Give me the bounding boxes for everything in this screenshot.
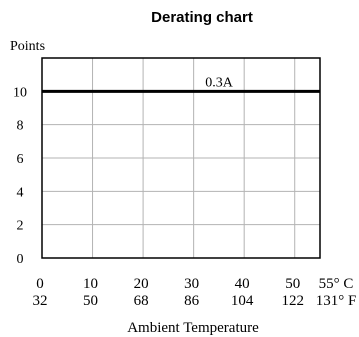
x-tick-label-fahrenheit: 131° F (316, 293, 357, 309)
y-tick-label: 10 (13, 85, 27, 100)
x-tick-label-fahrenheit: 86 (184, 293, 200, 309)
plot-frame (41, 57, 321, 259)
x-tick-label-celsius: 10 (83, 276, 98, 292)
series-label-0-3a: 0.3A (205, 75, 234, 90)
x-tick-label-celsius: 55° C (319, 276, 354, 292)
y-tick-labels: 0 2 4 6 8 10 (13, 85, 27, 267)
y-tick-label: 8 (17, 119, 24, 134)
x-tick-label-celsius: 30 (184, 276, 199, 292)
x-tick-label-celsius: 0 (36, 276, 44, 292)
x-tick-label-fahrenheit: 68 (134, 293, 149, 309)
series-layer: 0.3A (42, 75, 320, 93)
x-tick-label-fahrenheit: 104 (231, 293, 254, 309)
y-tick-label: 4 (17, 185, 24, 200)
x-tick-label-celsius: 20 (134, 276, 149, 292)
chart-title: Derating chart (151, 9, 253, 26)
grid-lines (42, 58, 320, 258)
x-axis-label: Ambient Temperature (127, 320, 259, 336)
x-tick-label-fahrenheit: 50 (83, 293, 98, 309)
y-tick-label: 0 (17, 252, 24, 267)
y-tick-label: 2 (17, 219, 24, 234)
x-tick-label-fahrenheit: 122 (281, 293, 304, 309)
x-tick-label-celsius: 50 (285, 276, 300, 292)
x-tick-label-fahrenheit: 32 (33, 293, 48, 309)
y-axis-label: Points (10, 39, 45, 54)
y-tick-label: 6 (17, 152, 24, 167)
x-tick-label-celsius: 40 (235, 276, 250, 292)
